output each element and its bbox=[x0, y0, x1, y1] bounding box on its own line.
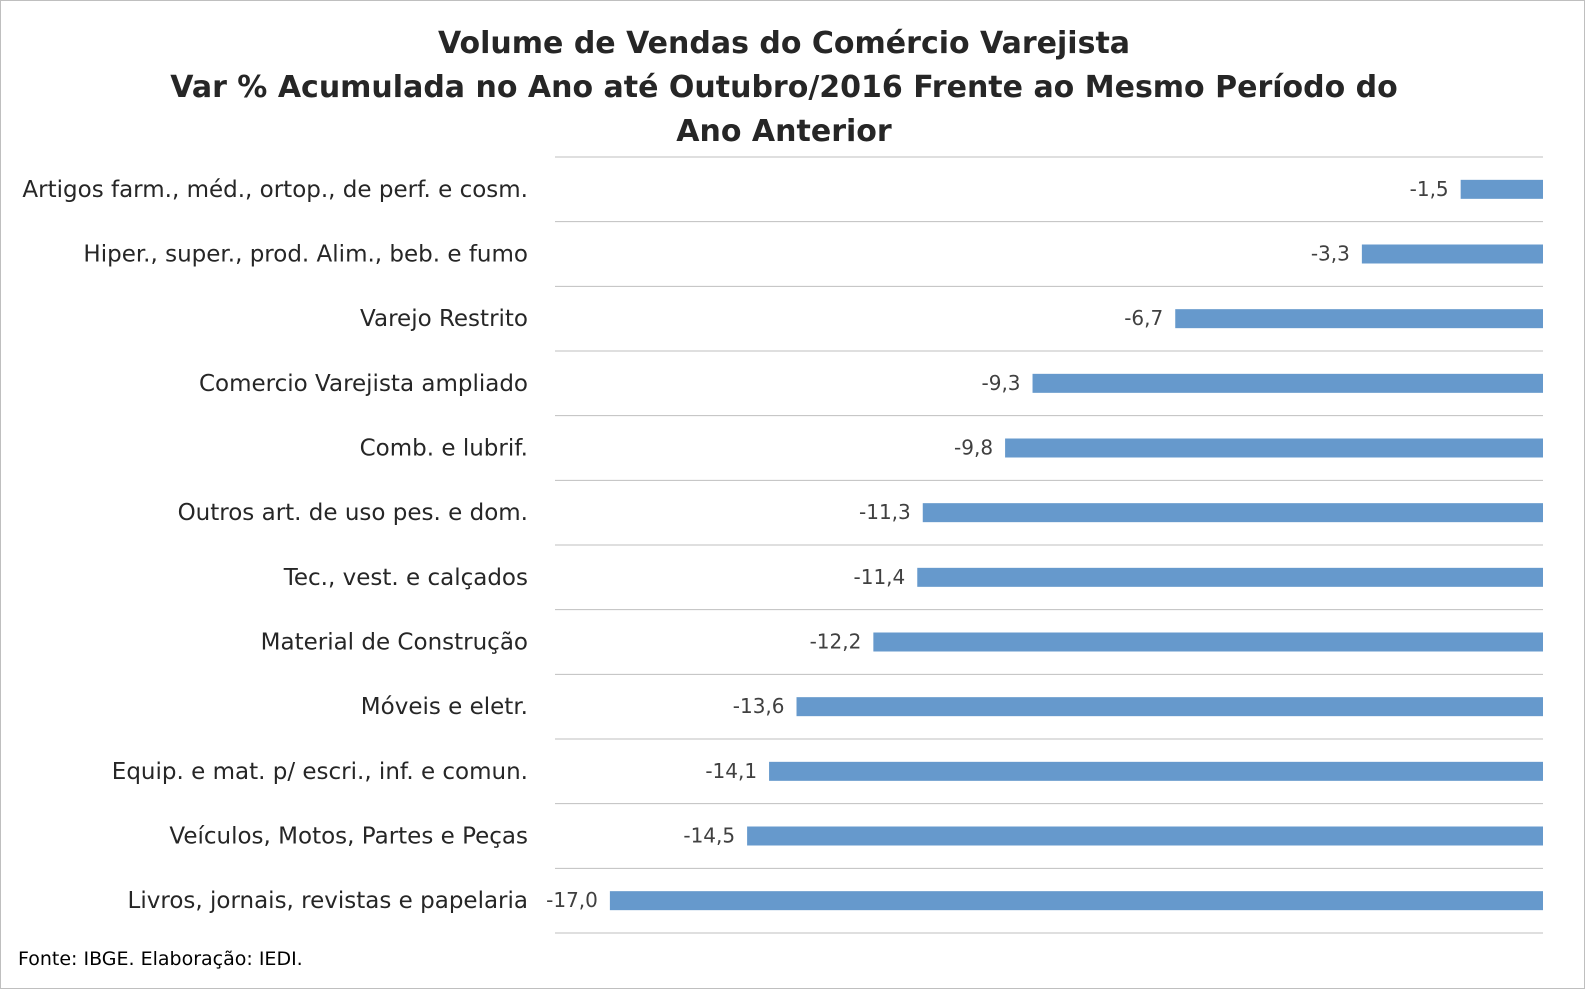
bar bbox=[1361, 244, 1543, 264]
category-label: Tec., vest. e calçados bbox=[283, 565, 528, 591]
value-label: -6,7 bbox=[1124, 306, 1163, 330]
category-label: Comb. e lubrif. bbox=[360, 436, 528, 462]
category-label: Artigos farm., méd., ortop., de perf. e … bbox=[22, 177, 528, 203]
category-label: Hiper., super., prod. Alim., beb. e fumo bbox=[83, 242, 528, 268]
bar bbox=[796, 697, 1543, 717]
chart-title: Volume de Vendas do Comércio Varejista bbox=[437, 26, 1131, 61]
category-label: Outros art. de uso pes. e dom. bbox=[178, 500, 528, 526]
chart-subtitle: Var % Acumulada no Ano até Outubro/2016 … bbox=[170, 70, 1398, 149]
value-label: -11,3 bbox=[859, 500, 911, 524]
bar bbox=[1005, 438, 1543, 458]
bar bbox=[917, 567, 1543, 587]
value-label: -12,2 bbox=[810, 630, 862, 654]
value-label: -14,1 bbox=[705, 759, 757, 783]
value-label: -3,3 bbox=[1311, 242, 1350, 266]
category-label: Veículos, Motos, Partes e Peças bbox=[169, 824, 528, 850]
bar bbox=[769, 761, 1543, 781]
bar bbox=[1175, 309, 1543, 329]
value-label: -1,5 bbox=[1410, 177, 1449, 201]
bar bbox=[1032, 373, 1543, 393]
title-block: Volume de Vendas do Comércio Varejista V… bbox=[164, 22, 1404, 154]
category-label: Varejo Restrito bbox=[360, 306, 528, 332]
value-label: -9,3 bbox=[982, 371, 1021, 395]
value-label: -11,4 bbox=[854, 565, 906, 589]
category-label: Equip. e mat. p/ escri., inf. e comun. bbox=[112, 759, 528, 785]
category-label: Comercio Varejista ampliado bbox=[199, 371, 528, 397]
bar bbox=[609, 891, 1543, 911]
value-label: -14,5 bbox=[683, 824, 735, 848]
value-label: -17,0 bbox=[546, 888, 598, 912]
bar bbox=[747, 826, 1543, 846]
category-label: Material de Construção bbox=[261, 630, 528, 656]
value-label: -9,8 bbox=[954, 436, 993, 460]
bar bbox=[873, 632, 1543, 652]
category-label: Livros, jornais, revistas e papelaria bbox=[128, 888, 528, 914]
source-note: Fonte: IBGE. Elaboração: IEDI. bbox=[18, 948, 303, 970]
value-label: -13,6 bbox=[733, 694, 785, 718]
category-label: Móveis e eletr. bbox=[361, 694, 528, 720]
bar bbox=[1460, 179, 1543, 199]
bar bbox=[922, 503, 1543, 523]
